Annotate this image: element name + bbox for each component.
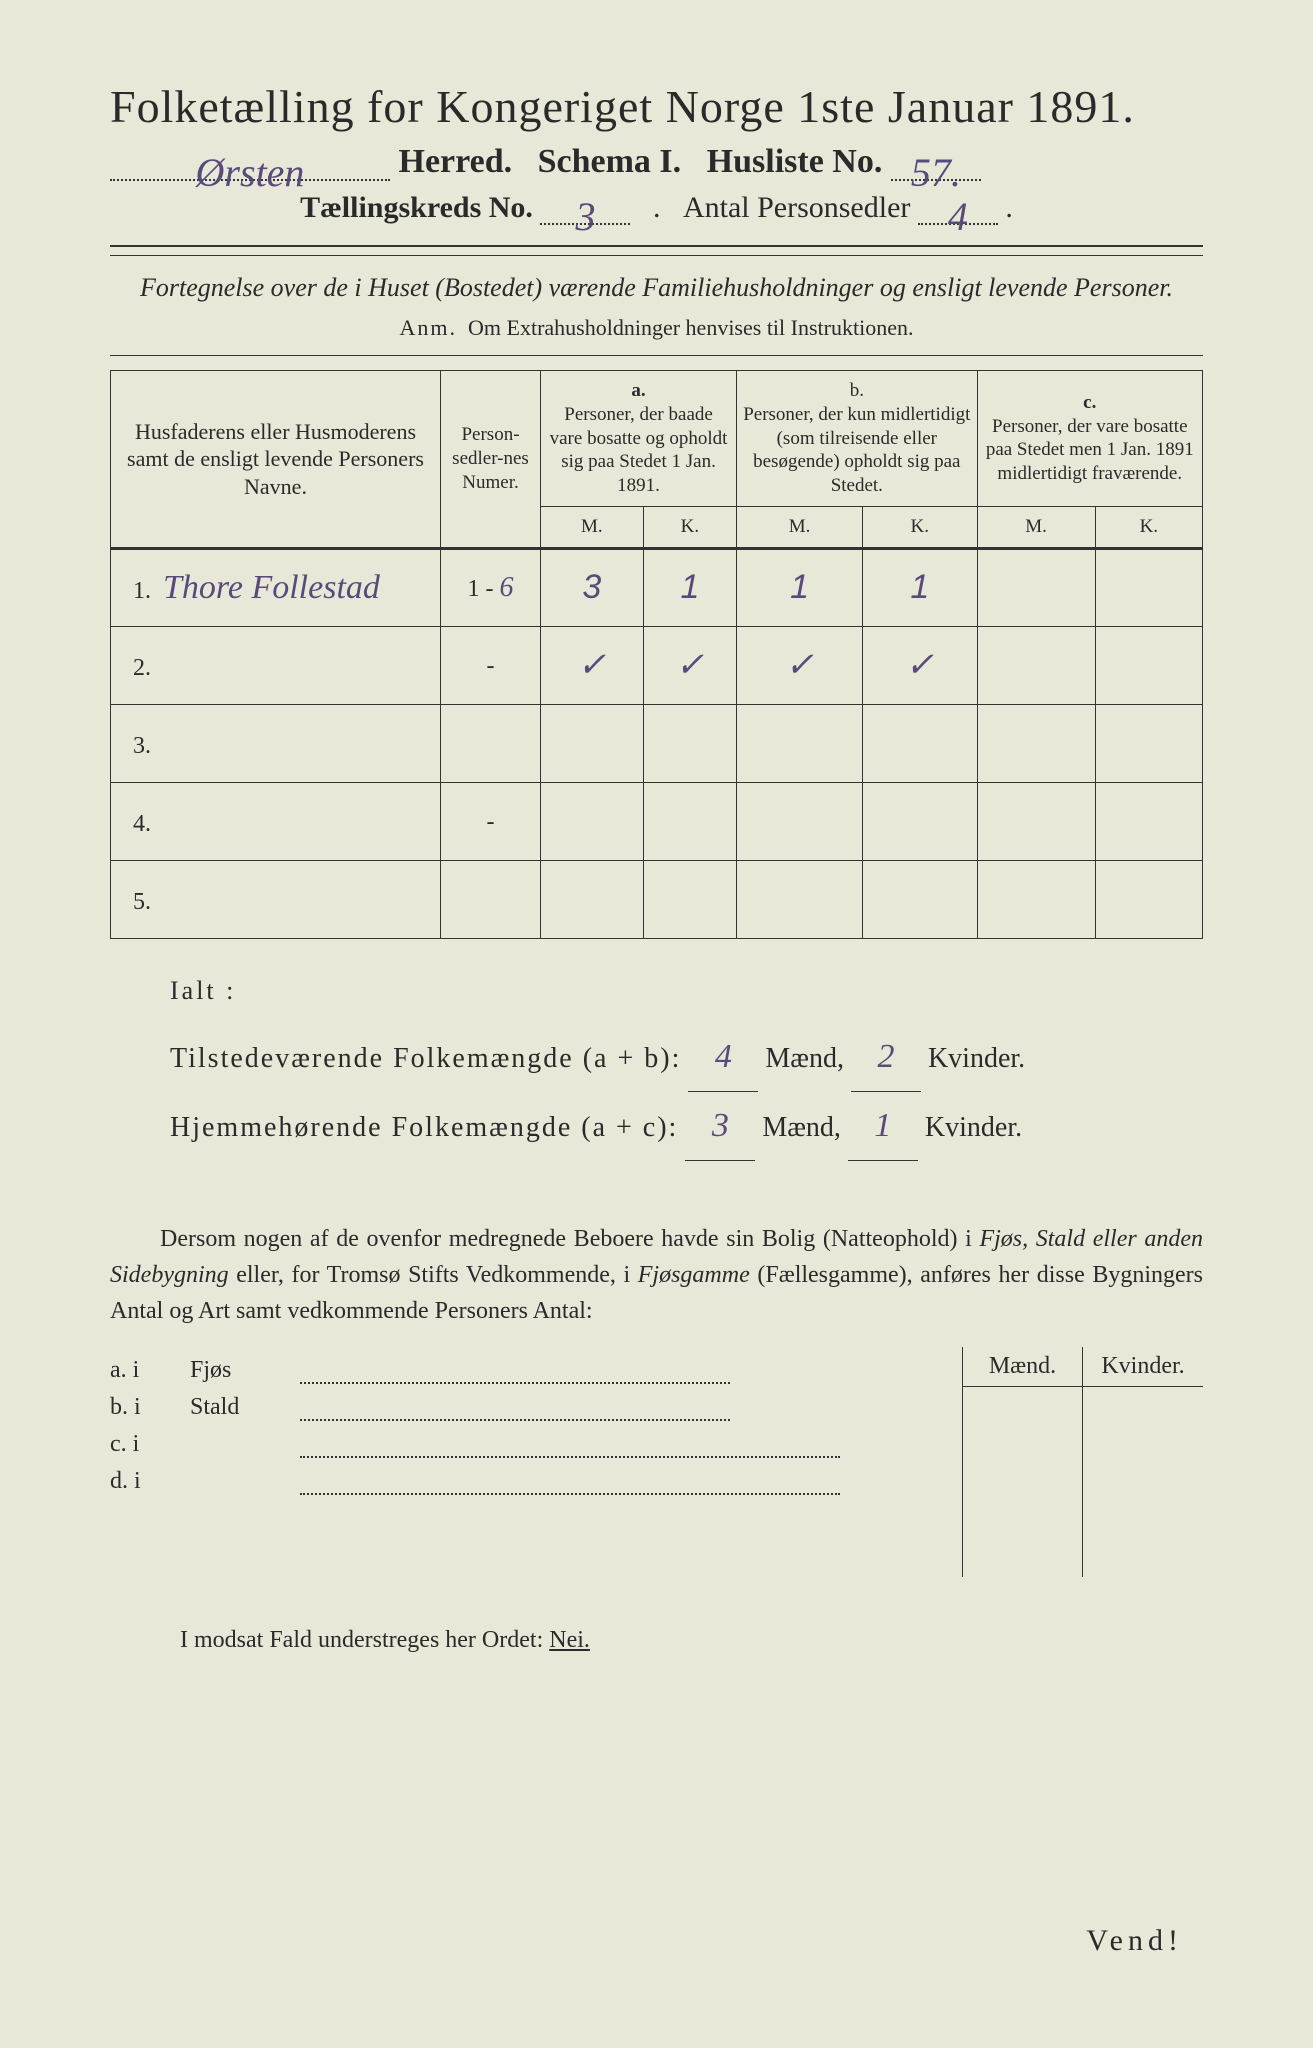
col-c-k: K.	[1095, 506, 1202, 548]
tilstede-k: 2	[877, 1038, 894, 1075]
table-row: 3.	[111, 704, 1203, 782]
anm-text: Om Extrahusholdninger henvises til Instr…	[468, 315, 913, 340]
col-b-label: b.Personer, der kun midlertidigt (som ti…	[737, 371, 977, 507]
herred-label: Herred.	[399, 143, 513, 180]
divider	[110, 255, 1203, 256]
fjos-row: d. i	[110, 1468, 950, 1495]
fjos-row: a. iFjøs	[110, 1357, 950, 1384]
col-a-m: M.	[541, 506, 644, 548]
husliste-label: Husliste No.	[707, 143, 883, 180]
page-title: Folketælling for Kongeriget Norge 1ste J…	[110, 80, 1203, 133]
mk-mini-table: Mænd. Kvinder.	[962, 1347, 1203, 1577]
tilstede-row: Tilstedeværende Folkemængde (a + b): 4 M…	[170, 1023, 1203, 1092]
schema-label: Schema I.	[538, 143, 682, 180]
antal-label: Antal Personsedler	[683, 191, 910, 224]
kreds-label: Tællingskreds No.	[300, 191, 533, 224]
mk-kvinder: Kvinder.	[1083, 1347, 1203, 1386]
col-a-k: K.	[643, 506, 736, 548]
col-a-label: a.Personer, der baade vare bosatte og op…	[541, 371, 737, 507]
mk-maend: Mænd.	[963, 1347, 1083, 1386]
table-row: 5.	[111, 860, 1203, 938]
col-c-label: c.Personer, der vare bosatte paa Stedet …	[977, 371, 1202, 507]
table-row: 4. -	[111, 782, 1203, 860]
anm-label: Anm.	[400, 315, 458, 340]
nei-word: Nei.	[549, 1627, 590, 1653]
col-c-m: M.	[977, 506, 1095, 548]
kreds-value: 3	[575, 194, 595, 239]
table-row: 1. Thore Follestad1 - 63111	[111, 548, 1203, 626]
divider	[110, 355, 1203, 356]
nei-line: I modsat Fald understreges her Ordet: Ne…	[110, 1627, 1203, 1654]
fjos-row: b. iStald	[110, 1394, 950, 1421]
col-b-k: K.	[863, 506, 977, 548]
anm-note: Anm. Om Extrahusholdninger henvises til …	[110, 315, 1203, 341]
hjemme-m: 3	[712, 1107, 729, 1144]
table-row: 2. - ✓✓✓✓	[111, 626, 1203, 704]
subheading: Fortegnelse over de i Huset (Bostedet) v…	[110, 270, 1203, 305]
census-table: Husfaderens eller Husmoderens samt de en…	[110, 370, 1203, 939]
fjos-block: a. iFjøs b. iStald c. i d. i Mænd. Kvinder.	[110, 1347, 1203, 1577]
herred-value: Ørsten	[196, 150, 305, 195]
ialt-heading: Ialt :	[170, 965, 1203, 1017]
hjemme-k: 1	[874, 1107, 891, 1144]
col-b-m: M.	[737, 506, 863, 548]
hjemme-row: Hjemmehørende Folkemængde (a + c): 3 Mæn…	[170, 1092, 1203, 1161]
divider	[110, 245, 1203, 247]
antal-value: 4	[948, 194, 968, 239]
col-numer: Person-sedler-nes Numer.	[441, 371, 541, 549]
header-line-2: Ørsten Herred. Schema I. Husliste No. 57…	[110, 143, 1203, 181]
col-names: Husfaderens eller Husmoderens samt de en…	[111, 371, 441, 549]
fjos-row: c. i	[110, 1431, 950, 1458]
vend-label: Vend!	[1086, 1924, 1183, 1958]
fjos-paragraph: Dersom nogen af de ovenfor medregnede Be…	[110, 1221, 1203, 1329]
tilstede-m: 4	[715, 1038, 732, 1075]
totals-block: Ialt : Tilstedeværende Folkemængde (a + …	[110, 965, 1203, 1161]
